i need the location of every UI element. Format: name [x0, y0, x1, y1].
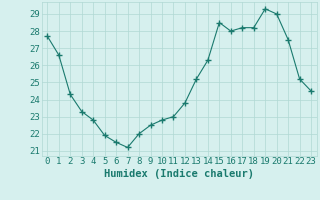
X-axis label: Humidex (Indice chaleur): Humidex (Indice chaleur)	[104, 169, 254, 179]
